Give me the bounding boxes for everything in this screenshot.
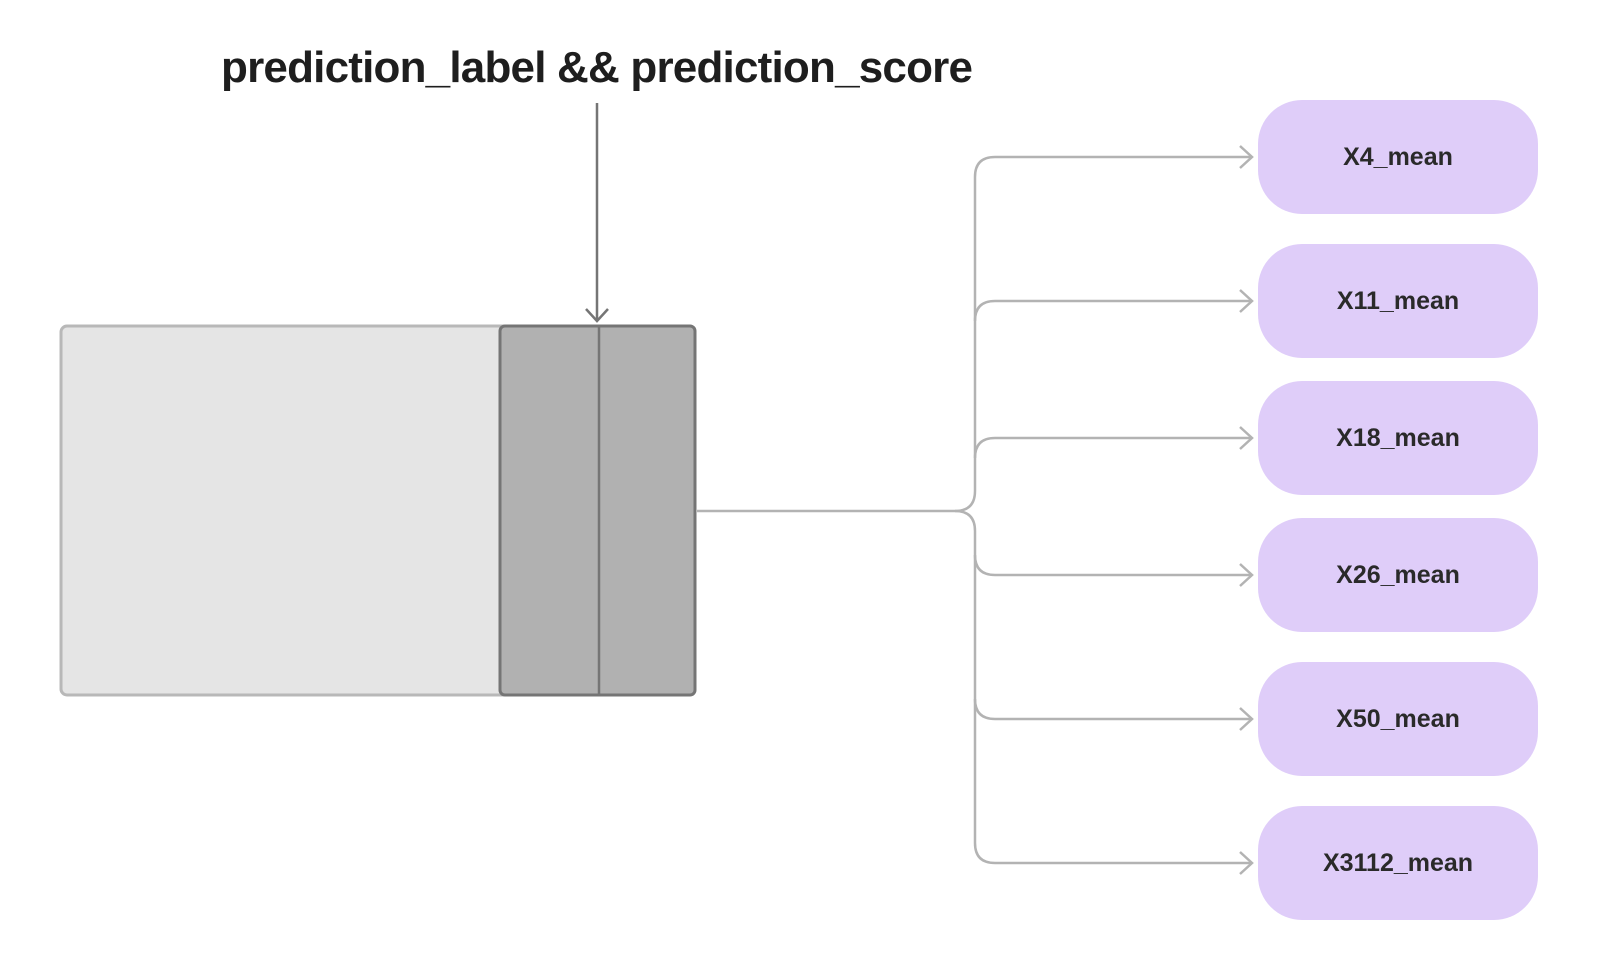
node-label: X11_mean [1336,286,1460,315]
node-label: X3112_mean [1322,848,1474,877]
node-x18-mean: X18_mean [1258,381,1538,495]
branch-line [973,299,1252,322]
node-label: X50_mean [1336,704,1460,733]
node-label: X26_mean [1336,560,1460,589]
branch-arrow-head [1239,563,1254,587]
node-x3112-mean: X3112_mean [1258,806,1538,920]
node-x26-mean: X26_mean [1258,518,1538,632]
node-label: X18_mean [1336,423,1460,452]
branch-arrow-head [1239,289,1254,313]
branch-arrow-head [1239,145,1254,169]
node-label: X4_mean [1343,142,1453,171]
branch-arrow-head [1239,426,1254,450]
node-x4-mean: X4_mean [1258,100,1538,214]
diagram-title: prediction_label && prediction_score [221,43,973,92]
branch-line [973,436,1252,459]
node-x50-mean: X50_mean [1258,662,1538,776]
prediction-columns [498,324,697,697]
branch-arrow-head [1239,851,1254,875]
branch-spine-down [954,509,996,865]
node-x11-mean: X11_mean [1258,244,1538,358]
title-arrow-head [585,308,609,323]
branch-arrow-head [1239,707,1254,731]
branch-line [973,554,1252,577]
branch-connectors [973,145,1254,875]
branch-line [973,698,1252,721]
branch-spine-up [954,155,996,513]
